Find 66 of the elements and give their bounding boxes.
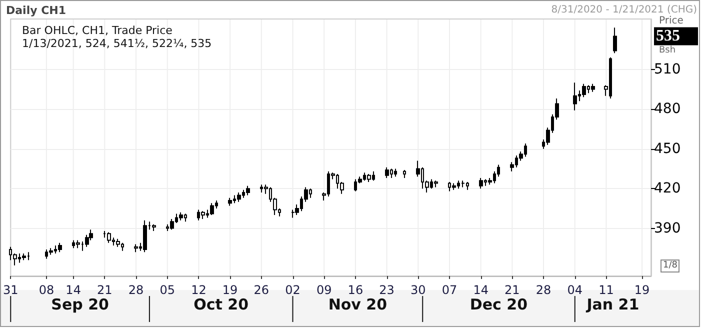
candlestick (134, 244, 138, 253)
x-tick-label: 08 (38, 283, 54, 297)
x-tick-label: 09 (316, 283, 332, 297)
x-tick-label: 28 (128, 283, 144, 297)
y-axis-title: Price (659, 16, 684, 27)
x-tick-label: 07 (442, 283, 458, 297)
candlestick (58, 242, 62, 253)
candlestick (613, 27, 617, 54)
x-tick-label: 12 (191, 283, 206, 297)
x-tick-label: 14 (66, 283, 81, 297)
candlestick (591, 83, 595, 92)
annotation: 1/13/2021, 524, 541½, 522¼, 535 (22, 37, 212, 50)
x-tick-label: 05 (160, 283, 176, 297)
text: 535 (656, 28, 680, 45)
candlestick (22, 252, 26, 261)
x-tick-label: 14 (473, 283, 488, 297)
candlestick (394, 168, 397, 178)
x-tick-label: 04 (567, 283, 583, 297)
candlestick (228, 197, 232, 206)
text: Sep 20 (51, 296, 109, 314)
x-tick-label: 21 (504, 283, 520, 297)
y-tick-label: 390 (654, 220, 681, 236)
y-tick-label: 510 (654, 61, 681, 78)
candlestick (201, 210, 205, 220)
candlestick (367, 173, 371, 182)
x-tick-label: 21 (97, 283, 112, 297)
y-tick-label: 480 (654, 101, 681, 118)
candlestick (152, 224, 156, 232)
y-tick-label: 420 (654, 180, 681, 197)
text: Bsh (659, 46, 676, 56)
candlestick (237, 192, 241, 202)
candlestick (179, 212, 183, 221)
candlestick (403, 170, 406, 178)
candlestick (582, 83, 586, 98)
candlestick (116, 238, 120, 248)
candlestick (143, 220, 147, 253)
candlestick (76, 240, 80, 249)
candlestick (461, 180, 465, 188)
x-tick-label: 19 (634, 283, 650, 297)
text: Dec 20 (470, 296, 528, 314)
candlestick (479, 177, 483, 190)
candlestick (434, 180, 438, 188)
x-tick-label: 28 (536, 283, 552, 297)
candlestick (573, 82, 577, 111)
x-tick-label: 02 (285, 283, 300, 297)
y-tick-label: 450 (654, 140, 681, 157)
text: Oct 20 (194, 296, 249, 314)
candlestick (452, 182, 456, 190)
candlestick (49, 248, 53, 256)
candlestick (210, 202, 214, 216)
x-tick-label: 16 (348, 283, 364, 297)
x-tick-label: 23 (379, 283, 394, 297)
chart-title: Daily CH1 (6, 4, 66, 17)
text: 1/8 (663, 260, 678, 270)
text: 8/31/2020 - 1/21/2021 (CHG) (551, 4, 698, 16)
x-tick-label: 26 (254, 283, 270, 297)
x-tick-label: 19 (222, 283, 238, 297)
candlestick (107, 232, 111, 244)
candlestick (246, 185, 250, 196)
annotation: Bar OHLC, CH1, Trade Price (22, 24, 173, 37)
candlestick (385, 166, 389, 178)
text: Nov 20 (328, 296, 388, 314)
x-tick-label: 31 (2, 283, 18, 297)
x-tick-label: 30 (410, 283, 426, 297)
x-tick-label: 11 (598, 283, 614, 297)
text: Jan 21 (586, 296, 640, 314)
